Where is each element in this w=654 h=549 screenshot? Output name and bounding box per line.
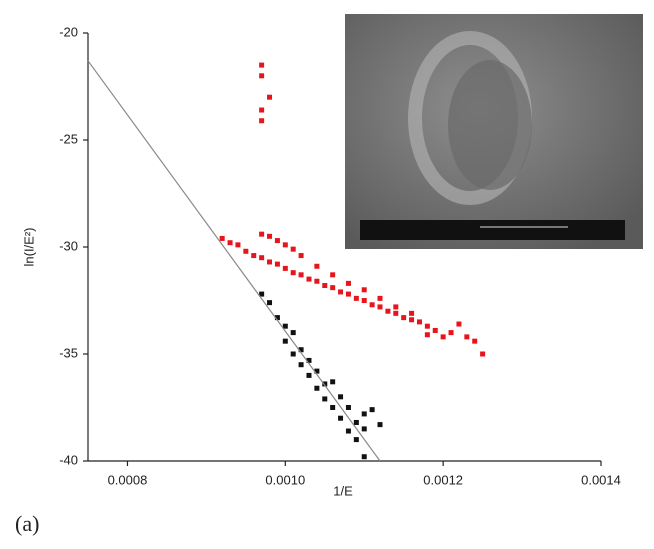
point (393, 310, 399, 316)
panel-label: (a) (15, 511, 39, 536)
point (314, 278, 320, 284)
point (298, 347, 304, 353)
point (353, 419, 359, 425)
y-tick-label: -20 (59, 24, 78, 39)
point (330, 272, 336, 278)
y-axis-label: ln(I/E²) (21, 228, 36, 267)
point (259, 73, 265, 79)
point (440, 334, 446, 340)
point (330, 379, 336, 385)
point (361, 287, 367, 293)
point (409, 317, 415, 323)
y-tick-label: -30 (59, 238, 78, 253)
point (401, 315, 407, 321)
point (298, 272, 304, 278)
point (377, 422, 383, 428)
x-tick-label: 0.0012 (423, 472, 463, 487)
point (282, 242, 288, 248)
point (306, 372, 312, 378)
point (314, 263, 320, 269)
point (330, 285, 336, 291)
point (464, 334, 470, 340)
point (219, 235, 225, 241)
point (393, 304, 399, 310)
point (251, 253, 257, 259)
y-tick-label: -25 (59, 131, 78, 146)
point (298, 253, 304, 259)
point (267, 233, 273, 239)
point (472, 338, 478, 344)
fit-line (87, 60, 381, 462)
point (274, 238, 280, 244)
point (432, 327, 438, 333)
point (267, 300, 273, 306)
y-tick-label: -40 (59, 452, 78, 467)
point (361, 454, 367, 460)
point (480, 351, 486, 357)
point (259, 291, 265, 297)
point (243, 248, 249, 254)
point (345, 428, 351, 434)
point (338, 394, 344, 400)
point (227, 240, 233, 246)
point (345, 291, 351, 297)
point (235, 242, 241, 248)
point (259, 62, 265, 68)
point (314, 368, 320, 374)
y-tick-label: -35 (59, 345, 78, 360)
point (353, 295, 359, 301)
point (267, 94, 273, 100)
point (259, 107, 265, 113)
point (274, 315, 280, 321)
point (385, 308, 391, 314)
point (267, 259, 273, 265)
point (448, 330, 454, 336)
point (338, 289, 344, 295)
point (369, 407, 375, 413)
x-tick-label: 0.0014 (581, 472, 621, 487)
point (361, 426, 367, 432)
point (361, 298, 367, 303)
point (377, 295, 383, 301)
point (345, 280, 351, 286)
point (322, 381, 328, 387)
point (353, 437, 359, 443)
point (416, 319, 422, 325)
point (274, 261, 280, 267)
point (290, 246, 296, 252)
point (306, 276, 312, 282)
point (290, 330, 296, 336)
point (322, 283, 328, 289)
point (306, 357, 312, 363)
point (338, 415, 344, 421)
point (424, 332, 430, 338)
point (259, 118, 265, 124)
point (282, 338, 288, 344)
point (424, 323, 430, 329)
point (345, 405, 351, 410)
x-tick-label: 0.0008 (108, 472, 148, 487)
point (282, 265, 288, 271)
inset-image (345, 14, 643, 249)
point (259, 231, 265, 237)
point (290, 351, 296, 357)
x-axis-label: 1/E (333, 483, 353, 498)
point (282, 323, 288, 329)
point (290, 270, 296, 276)
point (330, 405, 336, 410)
point (259, 255, 265, 261)
point (298, 362, 304, 368)
point (361, 411, 367, 417)
point (409, 310, 415, 316)
x-tick-label: 0.0010 (265, 472, 305, 487)
point (322, 396, 328, 402)
point (377, 304, 383, 310)
point (456, 321, 462, 327)
point (314, 385, 320, 391)
point (369, 302, 375, 308)
